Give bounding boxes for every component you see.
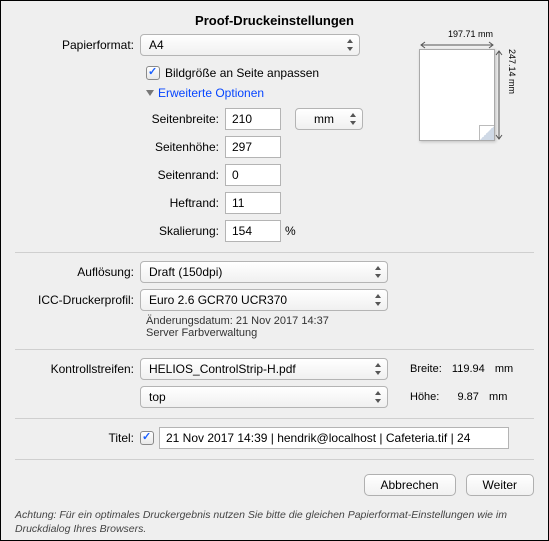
margin-input[interactable]	[225, 164, 281, 186]
gutter-label: Heftrand:	[15, 196, 225, 210]
margin-label: Seitenrand:	[15, 168, 225, 182]
resolution-value: Draft (150dpi)	[149, 265, 222, 279]
gutter-input[interactable]	[225, 192, 281, 214]
title-input[interactable]	[159, 427, 509, 449]
paper-format-value: A4	[149, 38, 164, 52]
panel-title: Proof-Druckeinstellungen	[15, 13, 534, 28]
disclosure-triangle-icon[interactable]	[146, 90, 154, 96]
resolution-select[interactable]: Draft (150dpi)	[140, 261, 388, 283]
advanced-options-link[interactable]: Erweiterte Optionen	[158, 86, 264, 100]
icc-meta-server: Server Farbverwaltung	[146, 327, 534, 339]
paper-format-select[interactable]: A4	[140, 34, 360, 56]
controlstrip-file-select[interactable]: HELIOS_ControlStrip-H.pdf	[140, 358, 388, 380]
resolution-label: Auflösung:	[15, 265, 140, 279]
fit-to-page-label: Bildgröße an Seite anpassen	[165, 66, 319, 80]
fit-to-page-checkbox[interactable]	[146, 66, 160, 80]
scale-unit: %	[285, 224, 296, 238]
page-preview: 197.71 mm 247.14 mm	[413, 29, 528, 141]
controlstrip-position-value: top	[149, 390, 166, 404]
scale-input[interactable]	[225, 220, 281, 242]
title-field-label: Titel:	[15, 431, 140, 445]
preview-page-icon	[419, 49, 495, 141]
separator	[15, 349, 534, 350]
footer-note: Achtung: Für ein optimales Druckergebnis…	[15, 508, 534, 536]
controlstrip-position-select[interactable]: top	[140, 386, 388, 408]
strip-height-row: Höhe: 9.87 mm	[410, 391, 507, 403]
preview-width-label: 197.71 mm	[413, 29, 528, 39]
cancel-button[interactable]: Abbrechen	[364, 474, 456, 496]
proof-print-settings-panel: Proof-Druckeinstellungen 197.71 mm 247.1…	[0, 0, 549, 541]
icc-profile-value: Euro 2.6 GCR70 UCR370	[149, 293, 287, 307]
icc-label: ICC-Druckerprofil:	[15, 293, 140, 307]
controlstrip-label: Kontrollstreifen:	[15, 362, 140, 376]
paper-format-label: Papierformat:	[15, 38, 140, 52]
next-button[interactable]: Weiter	[466, 474, 534, 496]
unit-select[interactable]: mm	[295, 108, 363, 130]
icc-meta-date: Änderungsdatum: 21 Nov 2017 14:37	[146, 315, 534, 327]
title-checkbox[interactable]	[140, 431, 154, 445]
icc-profile-select[interactable]: Euro 2.6 GCR70 UCR370	[140, 289, 388, 311]
pageheight-label: Seitenhöhe:	[15, 140, 225, 154]
pageheight-input[interactable]	[225, 136, 281, 158]
unit-value: mm	[314, 112, 334, 126]
separator	[15, 418, 534, 419]
separator	[15, 459, 534, 460]
preview-height-label: 247.14 mm	[507, 49, 517, 94]
strip-width-row: Breite: 119.94 mm	[410, 363, 513, 375]
controlstrip-file-value: HELIOS_ControlStrip-H.pdf	[149, 362, 296, 376]
scale-label: Skalierung:	[15, 224, 225, 238]
separator	[15, 252, 534, 253]
pagewidth-label: Seitenbreite:	[15, 112, 225, 126]
pagewidth-input[interactable]	[225, 108, 281, 130]
